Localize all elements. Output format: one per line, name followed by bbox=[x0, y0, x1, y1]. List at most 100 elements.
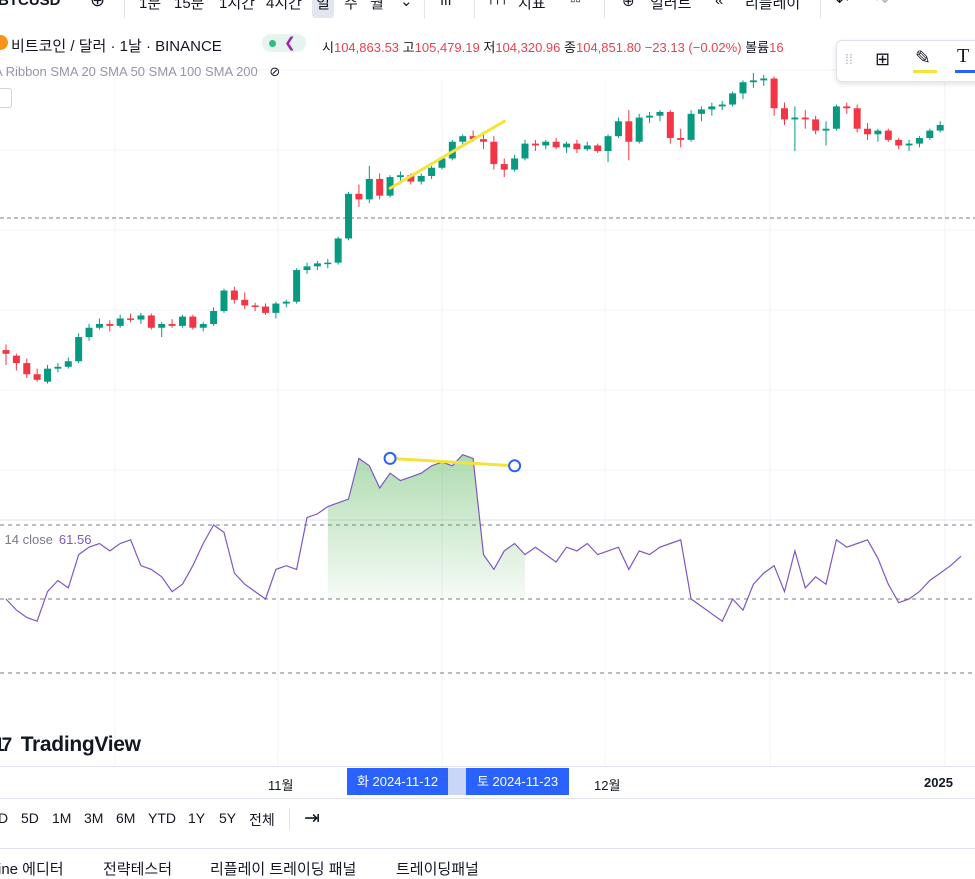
divergence-fill bbox=[327, 454, 525, 599]
candle-body bbox=[770, 78, 778, 109]
interval-1d[interactable]: 일 bbox=[312, 0, 334, 18]
hide-eye-icon[interactable]: ⊘ bbox=[269, 64, 281, 79]
candle-body bbox=[303, 266, 311, 271]
tab-strategy-tester[interactable]: 전략테스터 bbox=[103, 861, 173, 878]
interval-1w[interactable]: 주 bbox=[344, 0, 358, 12]
divider bbox=[0, 798, 975, 799]
candle-body bbox=[137, 315, 145, 320]
candle-body bbox=[64, 361, 72, 367]
range-1d[interactable]: D bbox=[0, 810, 9, 826]
candle-body bbox=[511, 158, 519, 170]
candle-body bbox=[272, 303, 280, 313]
drag-handle-icon[interactable]: ⁞⁞ bbox=[845, 51, 853, 67]
rsi-series[interactable] bbox=[5, 454, 962, 623]
candle-body bbox=[158, 324, 166, 328]
templates-icon[interactable]: ▫▫ bbox=[570, 0, 581, 9]
pencil-color-icon[interactable]: ✎ bbox=[915, 48, 931, 69]
candle-body bbox=[44, 368, 52, 382]
text-color-icon[interactable]: T bbox=[957, 45, 970, 67]
candle-body bbox=[656, 111, 664, 116]
range-end-badge: 토 2024-11-23 bbox=[466, 768, 569, 795]
candle-body bbox=[2, 350, 10, 354]
top-toolbar: BTCUSD ⊕ 1분 15분 1시간 4시간 일 주 월 ⌄ ılı ⩋ 지표… bbox=[0, 0, 975, 20]
interval-15m[interactable]: 15분 bbox=[174, 0, 205, 12]
indicators-icon[interactable]: ⩋ bbox=[490, 0, 506, 9]
candle-body bbox=[251, 305, 259, 307]
time-axis-border bbox=[0, 766, 975, 767]
tab-pine-editor[interactable]: ine 에디터 bbox=[0, 861, 64, 878]
candle-style-icon[interactable]: ılı bbox=[440, 0, 452, 9]
candle-body bbox=[874, 130, 882, 135]
candle-body bbox=[345, 193, 353, 239]
candle-body bbox=[376, 178, 384, 196]
range-5d[interactable]: 5D bbox=[21, 810, 39, 826]
bitcoin-logo-icon bbox=[0, 35, 8, 50]
indicator-legend[interactable]: A Ribbon SMA 20 SMA 50 SMA 100 SMA 200 ⊘ bbox=[0, 64, 281, 79]
candle-body bbox=[365, 178, 373, 200]
alert-icon[interactable]: ⊕ bbox=[622, 0, 635, 10]
ohlc-values: 시104,863.53 고105,479.19 저104,320.96 종104… bbox=[322, 40, 784, 55]
tab-trading-panel[interactable]: 트레이딩패널 bbox=[396, 861, 479, 878]
templates-icon[interactable]: ⊞ bbox=[875, 49, 891, 69]
candle-body bbox=[407, 175, 415, 182]
legend-title[interactable]: 비트코인 / 달러 · 1날 · BINANCE bbox=[11, 38, 222, 55]
candle-body bbox=[594, 145, 602, 152]
market-status-pill[interactable] bbox=[262, 34, 306, 52]
goto-date-icon[interactable]: ⇥ bbox=[304, 808, 320, 829]
candle-body bbox=[324, 262, 332, 265]
rsi-line bbox=[5, 454, 962, 623]
anchor-handle bbox=[383, 451, 397, 465]
candle-body bbox=[199, 324, 207, 328]
interval-4h[interactable]: 4시간 bbox=[266, 0, 302, 12]
candle-body bbox=[396, 175, 404, 178]
candle-body bbox=[106, 324, 114, 326]
toolbar-divider bbox=[474, 0, 475, 18]
candle-body bbox=[75, 337, 83, 362]
share-icon[interactable]: ❮ bbox=[284, 34, 296, 50]
tab-replay-panel[interactable]: 리플레이 트레이딩 패널 bbox=[210, 861, 357, 878]
alert-button[interactable]: 얼러트 bbox=[650, 0, 692, 12]
candle-body bbox=[926, 130, 934, 139]
rsi-legend[interactable]: l 14 close 61.56 bbox=[0, 532, 92, 547]
user-drawings[interactable] bbox=[383, 119, 522, 473]
toolbar-divider bbox=[604, 0, 605, 18]
range-1y[interactable]: 1Y bbox=[188, 810, 206, 826]
candle-body bbox=[822, 128, 830, 131]
range-1m[interactable]: 1M bbox=[52, 810, 72, 826]
candle-body bbox=[355, 193, 363, 200]
chevron-down-icon[interactable]: ⌄ bbox=[400, 0, 413, 10]
range-6m[interactable]: 6M bbox=[116, 810, 136, 826]
candle-body bbox=[521, 143, 529, 159]
indicators-button[interactable]: 지표 bbox=[518, 0, 546, 12]
redo-icon[interactable]: ↷ bbox=[876, 0, 889, 10]
candle-body bbox=[417, 175, 425, 182]
range-ytd[interactable]: YTD bbox=[148, 810, 176, 826]
range-5y[interactable]: 5Y bbox=[219, 810, 237, 826]
replay-icon[interactable]: « bbox=[715, 0, 724, 9]
candle-body bbox=[625, 121, 633, 142]
date-range-band bbox=[448, 768, 466, 795]
rsi-divergence-line bbox=[388, 456, 517, 468]
interval-1h[interactable]: 1시간 bbox=[219, 0, 255, 12]
candle-body bbox=[791, 117, 799, 120]
candle-body bbox=[843, 106, 851, 109]
text-color-swatch[interactable] bbox=[955, 70, 975, 73]
range-start-badge: 화 2024-11-12 bbox=[347, 768, 448, 795]
collapse-legend-button[interactable] bbox=[0, 88, 12, 108]
candlestick-series[interactable] bbox=[2, 72, 944, 384]
compare-plus-icon[interactable]: ⊕ bbox=[90, 0, 106, 10]
symbol-search-button[interactable]: BTCUSD bbox=[0, 0, 61, 9]
range-all[interactable]: 전체 bbox=[249, 812, 275, 828]
undo-icon[interactable]: ↶ bbox=[836, 0, 849, 10]
line-color-swatch[interactable] bbox=[913, 70, 937, 73]
candle-body bbox=[832, 106, 840, 129]
range-3m[interactable]: 3M bbox=[84, 810, 104, 826]
candle-body bbox=[95, 324, 103, 328]
interval-1mo[interactable]: 월 bbox=[370, 0, 384, 12]
candle-body bbox=[12, 355, 20, 364]
interval-1m[interactable]: 1분 bbox=[139, 0, 162, 12]
tradingview-logo[interactable]: 17 TradingView bbox=[0, 733, 141, 757]
candle-body bbox=[542, 141, 550, 146]
replay-button[interactable]: 리플레이 bbox=[745, 0, 801, 12]
